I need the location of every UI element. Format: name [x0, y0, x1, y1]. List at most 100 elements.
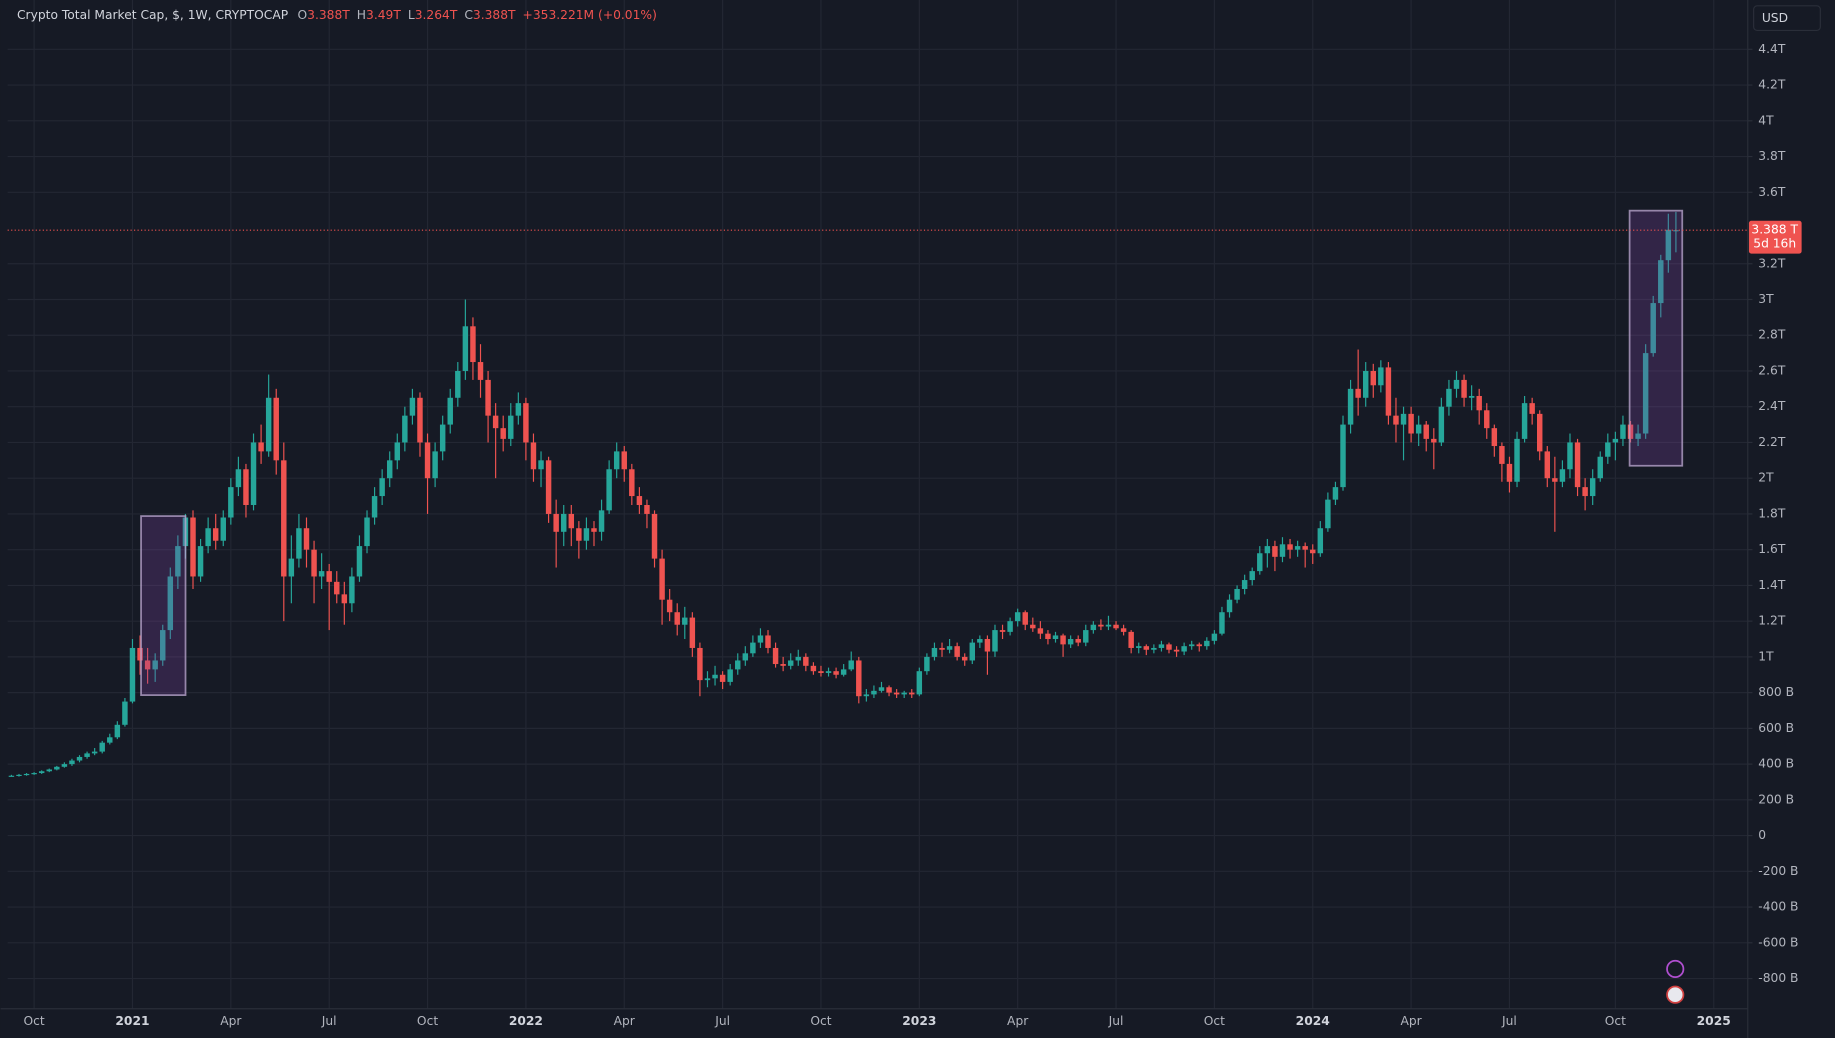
candle-body [8, 775, 15, 777]
candle-body [901, 692, 907, 695]
candle-body [462, 326, 469, 371]
candle-body [697, 647, 703, 681]
candle-body [364, 517, 370, 547]
candle-body [1249, 571, 1255, 581]
candle-body [349, 576, 355, 604]
candle-body [1188, 644, 1195, 647]
y-tick-label: 1.4T [1758, 578, 1786, 592]
y-tick-label: 2.8T [1758, 328, 1786, 342]
candle-body [152, 660, 158, 670]
y-tick-label: 4T [1758, 113, 1774, 127]
candle-body [704, 678, 711, 681]
candle-body [69, 760, 75, 765]
candle-body [379, 478, 385, 497]
candle-body [727, 669, 733, 682]
candle-body [1582, 487, 1588, 497]
candle-body [1340, 424, 1346, 488]
candle-body [1415, 424, 1422, 434]
candle-body [1219, 612, 1225, 634]
ohlc-value: 3.264T [415, 8, 458, 22]
y-tick-label: 1.6T [1758, 542, 1786, 556]
candle-body [946, 646, 953, 650]
candle-body [250, 442, 257, 505]
candle-body [334, 581, 340, 595]
x-tick-label: Jul [1108, 1014, 1124, 1028]
alert-icon[interactable] [1666, 959, 1685, 979]
candle-body [909, 692, 915, 695]
y-tick-label: -400 B [1758, 900, 1798, 914]
ohlc-label: O [298, 8, 308, 22]
last-price-box [1748, 220, 1802, 254]
candle-body [1030, 624, 1036, 629]
candle-body [893, 692, 900, 695]
candle-body [825, 671, 832, 673]
highlight-box[interactable] [1628, 209, 1684, 467]
candle-body [916, 671, 923, 695]
y-tick-label: 2.2T [1758, 435, 1786, 449]
candle-body [750, 642, 756, 654]
candle-body [1529, 403, 1535, 414]
candle-body [1196, 644, 1202, 647]
ohlc-label: H [357, 8, 366, 22]
candle-body [999, 630, 1006, 632]
candle-body [1045, 633, 1051, 640]
candle-body [281, 460, 287, 577]
candle-body [621, 451, 627, 470]
header: Crypto Total Market Cap, $, 1W, CRYPTOCA… [17, 8, 657, 22]
candle-body [1559, 469, 1566, 482]
candle-body [757, 635, 764, 643]
candle-body [1211, 633, 1218, 641]
candle-body [1241, 580, 1248, 589]
candle-body [492, 415, 499, 429]
x-tick-label: Oct [417, 1014, 438, 1028]
candle-body [606, 469, 612, 511]
candle-body [787, 660, 794, 666]
candle-body [1499, 446, 1505, 464]
events-icon[interactable] [1666, 985, 1685, 1004]
candle-body [1083, 630, 1089, 643]
y-tick-label: 3.6T [1758, 185, 1786, 199]
candle-body [545, 460, 552, 514]
candle-body [500, 428, 506, 439]
x-axis: Oct 2021 Apr Jul Oct 2022 Apr Jul Oct 2023 Apr Jul O… [24, 1014, 1731, 1028]
candle-body [568, 513, 575, 529]
candle-body [886, 687, 892, 693]
x-tick-label: Jul [1501, 1014, 1517, 1028]
candle-body [205, 528, 211, 547]
candle-body [1007, 621, 1013, 632]
candle-body [666, 599, 673, 613]
candle-body [318, 571, 325, 577]
x-tick-label: Apr [1007, 1014, 1029, 1028]
candle-body [122, 701, 128, 725]
candle-body [371, 496, 378, 518]
candle-body [1014, 612, 1021, 622]
candle-body [1151, 647, 1157, 650]
candle-body [31, 773, 37, 775]
candle-body [386, 460, 393, 479]
candle-body [1393, 415, 1399, 425]
y-tick-label: -800 B [1758, 971, 1798, 985]
candle-body [1310, 549, 1316, 554]
candle-body [477, 362, 484, 380]
candle-body [1317, 528, 1324, 554]
candle-body [273, 397, 279, 461]
candle-body [46, 769, 52, 772]
candle-body [1446, 388, 1452, 407]
currency-button[interactable] [1753, 5, 1821, 32]
candle-body [1302, 546, 1308, 550]
candle-body [1226, 599, 1233, 613]
x-tick-label: Apr [614, 1014, 636, 1028]
candle-body [1385, 367, 1392, 416]
candle-body [341, 594, 348, 604]
candle-body [1287, 544, 1293, 550]
y-tick-label: 600 B [1758, 721, 1794, 735]
candle-body [1075, 639, 1081, 643]
candle-body [772, 647, 779, 665]
highlight-box[interactable] [140, 515, 187, 696]
candle-body [1347, 388, 1354, 425]
candle-body [1484, 410, 1490, 429]
y-tick-label: -600 B [1758, 935, 1798, 949]
candle-body [1552, 478, 1558, 482]
symbol-title: Crypto Total Market Cap, $, 1W, CRYPTOCA… [17, 8, 288, 22]
candle-body [409, 397, 416, 416]
